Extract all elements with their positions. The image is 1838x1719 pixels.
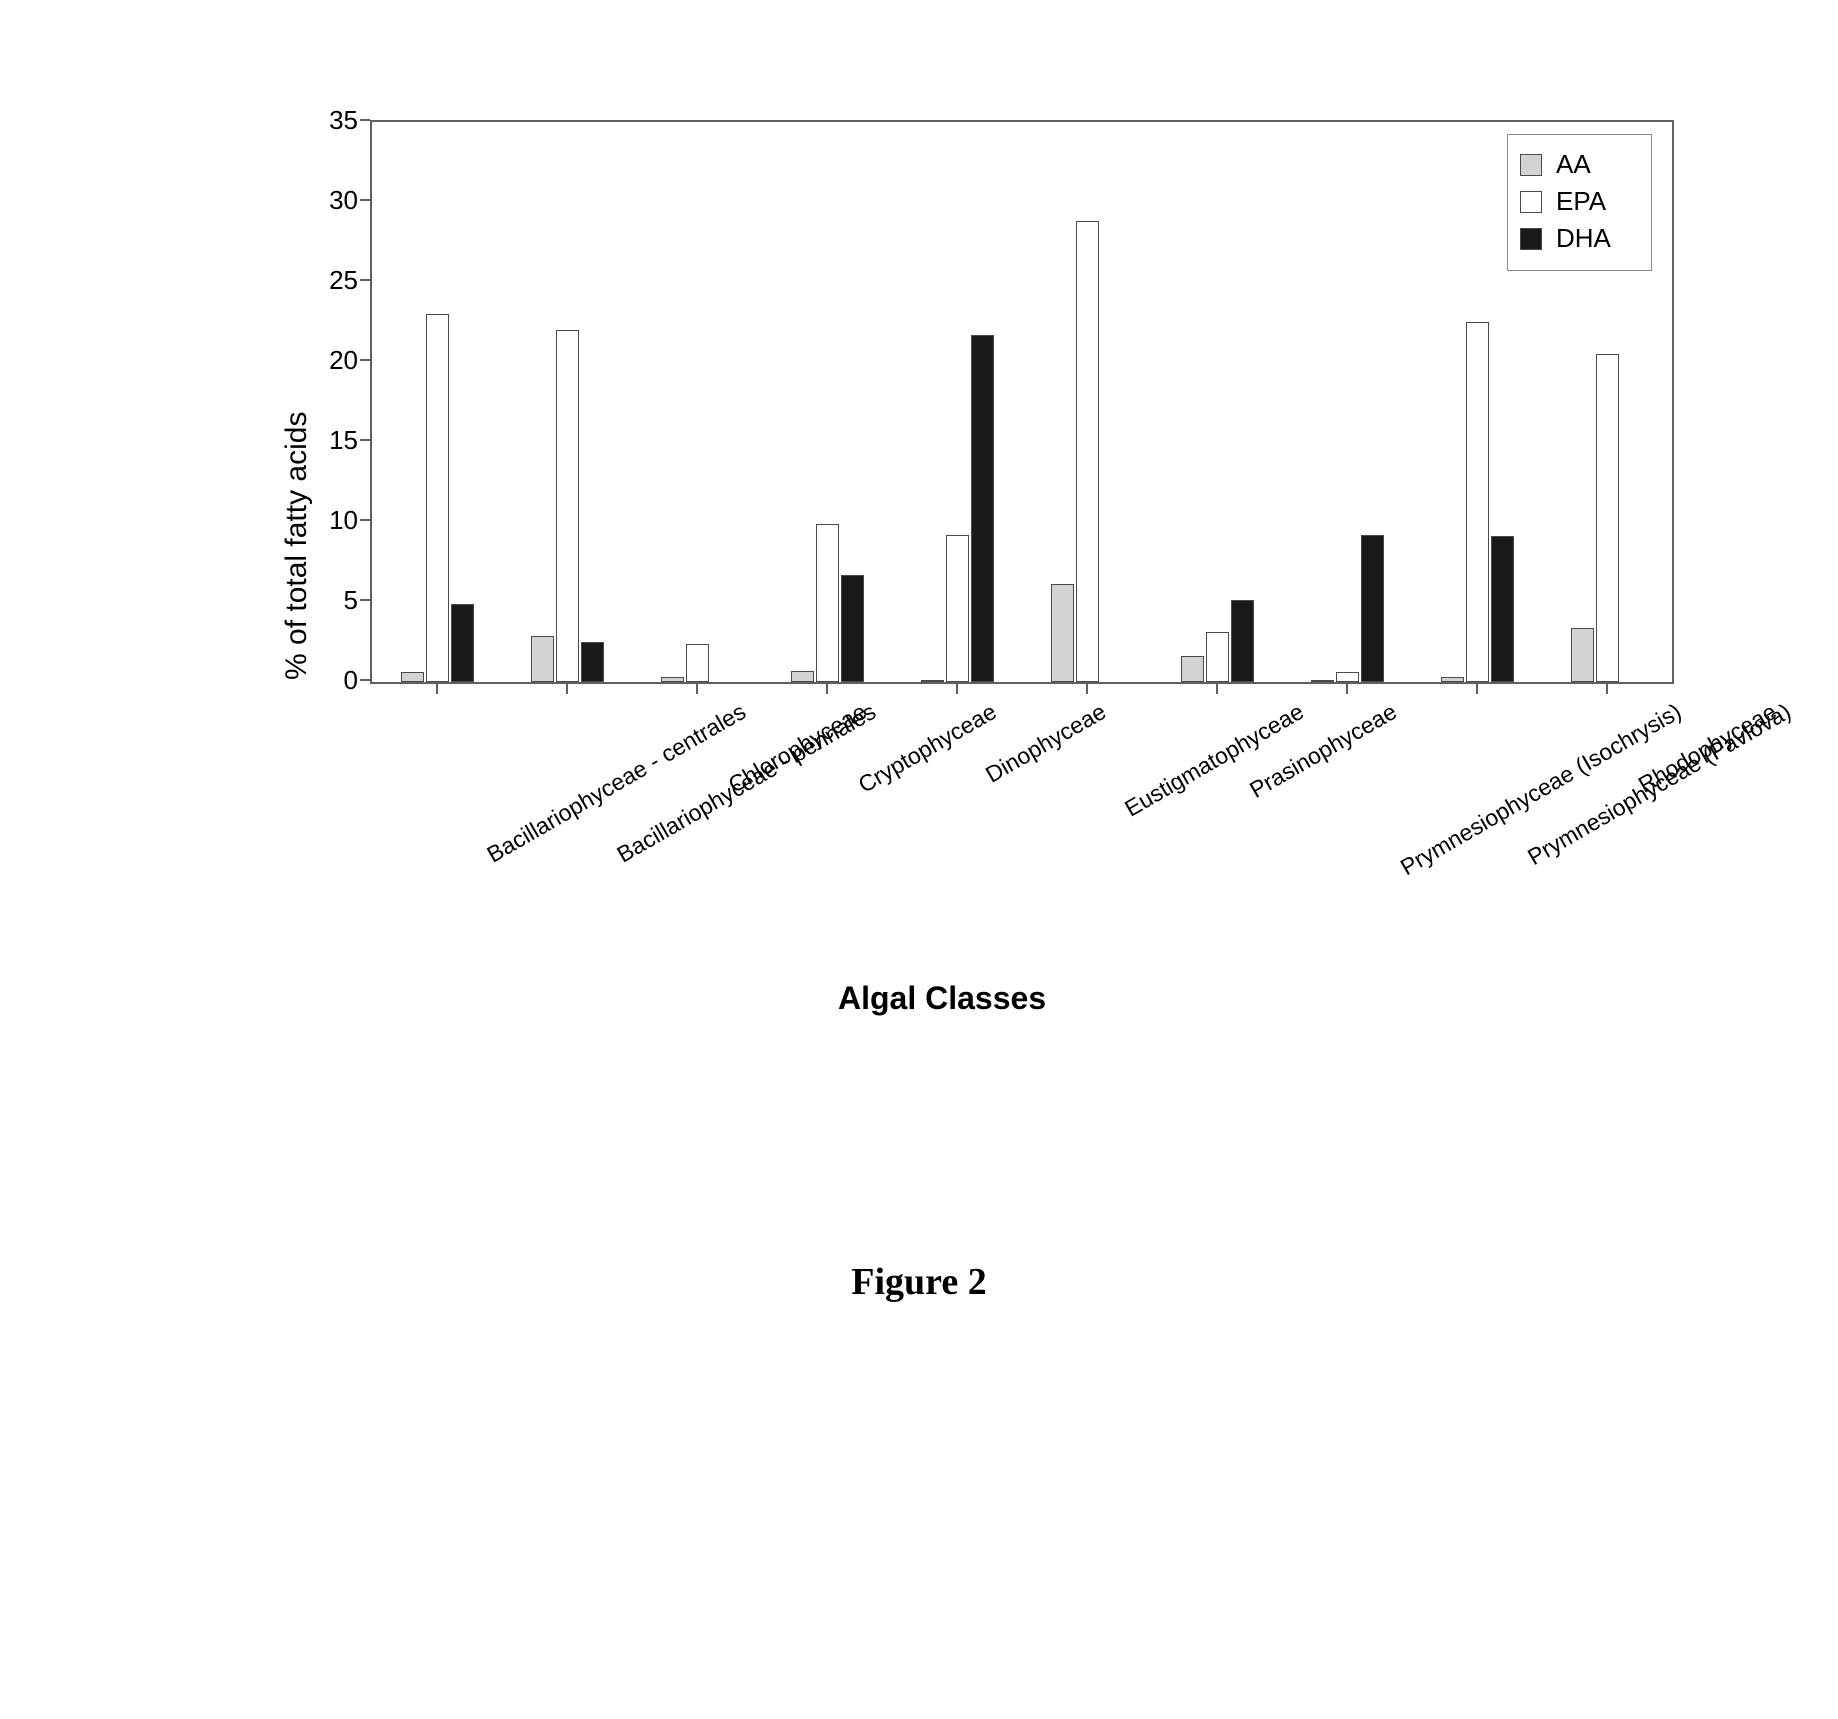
- bar-epa: [426, 314, 449, 682]
- bar-epa: [816, 524, 839, 682]
- bar-dha: [1491, 536, 1514, 682]
- bar-dha: [971, 335, 994, 682]
- x-tick-mark: [1476, 684, 1478, 694]
- x-tick-mark: [1346, 684, 1348, 694]
- x-tick-label: Dinophyceae: [981, 698, 1111, 789]
- bar-aa: [1051, 584, 1074, 682]
- y-tick-label: 0: [208, 667, 358, 693]
- bar-aa: [401, 672, 424, 682]
- legend-item-aa: AA: [1520, 149, 1639, 180]
- x-tick-mark: [436, 684, 438, 694]
- y-tick-mark: [360, 519, 370, 521]
- x-tick-mark: [956, 684, 958, 694]
- x-tick-mark: [1606, 684, 1608, 694]
- bar-dha: [841, 575, 864, 682]
- x-tick-mark: [1086, 684, 1088, 694]
- bar-epa: [686, 644, 709, 682]
- bar-aa: [1311, 680, 1334, 682]
- x-tick-mark: [826, 684, 828, 694]
- x-tick-mark: [566, 684, 568, 694]
- x-tick-mark: [696, 684, 698, 694]
- bar-epa: [556, 330, 579, 682]
- bar-aa: [1181, 656, 1204, 682]
- y-tick-label: 20: [208, 347, 358, 373]
- bar-epa: [1466, 322, 1489, 682]
- legend-label-epa: EPA: [1556, 186, 1606, 217]
- y-tick-mark: [360, 439, 370, 441]
- legend-item-dha: DHA: [1520, 223, 1639, 254]
- y-tick-label: 25: [208, 267, 358, 293]
- y-tick-mark: [360, 679, 370, 681]
- bar-dha: [451, 604, 474, 682]
- y-tick-mark: [360, 359, 370, 361]
- x-tick-mark: [1216, 684, 1218, 694]
- legend-label-aa: AA: [1556, 149, 1591, 180]
- legend-swatch-aa: [1520, 154, 1542, 176]
- y-tick-label: 15: [208, 427, 358, 453]
- chart-container: % of total fatty acids 05101520253035 AA…: [220, 120, 1720, 760]
- legend-swatch-epa: [1520, 191, 1542, 213]
- bar-epa: [1336, 672, 1359, 682]
- y-tick-label: 10: [208, 507, 358, 533]
- y-tick-label: 5: [208, 587, 358, 613]
- y-tick-label: 30: [208, 187, 358, 213]
- figure-caption: Figure 2: [0, 1260, 1838, 1304]
- y-tick-mark: [360, 119, 370, 121]
- bar-dha: [1231, 600, 1254, 682]
- bar-dha: [581, 642, 604, 682]
- legend-item-epa: EPA: [1520, 186, 1639, 217]
- plot-area: AA EPA DHA: [370, 120, 1674, 684]
- y-tick-mark: [360, 599, 370, 601]
- legend: AA EPA DHA: [1507, 134, 1652, 271]
- bar-aa: [1571, 628, 1594, 682]
- bar-aa: [531, 636, 554, 682]
- x-axis-title: Algal Classes: [838, 980, 1046, 1017]
- bar-aa: [1441, 677, 1464, 682]
- y-tick-mark: [360, 199, 370, 201]
- bar-epa: [1206, 632, 1229, 682]
- y-tick-label: 35: [208, 107, 358, 133]
- chart-area: 05101520253035 AA EPA: [220, 120, 1720, 760]
- legend-label-dha: DHA: [1556, 223, 1611, 254]
- bar-epa: [1076, 221, 1099, 682]
- bar-epa: [946, 535, 969, 682]
- bar-dha: [1361, 535, 1384, 682]
- page: % of total fatty acids 05101520253035 AA…: [0, 0, 1838, 1719]
- bar-aa: [661, 677, 684, 682]
- y-tick-mark: [360, 279, 370, 281]
- legend-swatch-dha: [1520, 228, 1542, 250]
- bar-aa: [921, 680, 944, 682]
- bar-epa: [1596, 354, 1619, 682]
- bar-aa: [791, 671, 814, 682]
